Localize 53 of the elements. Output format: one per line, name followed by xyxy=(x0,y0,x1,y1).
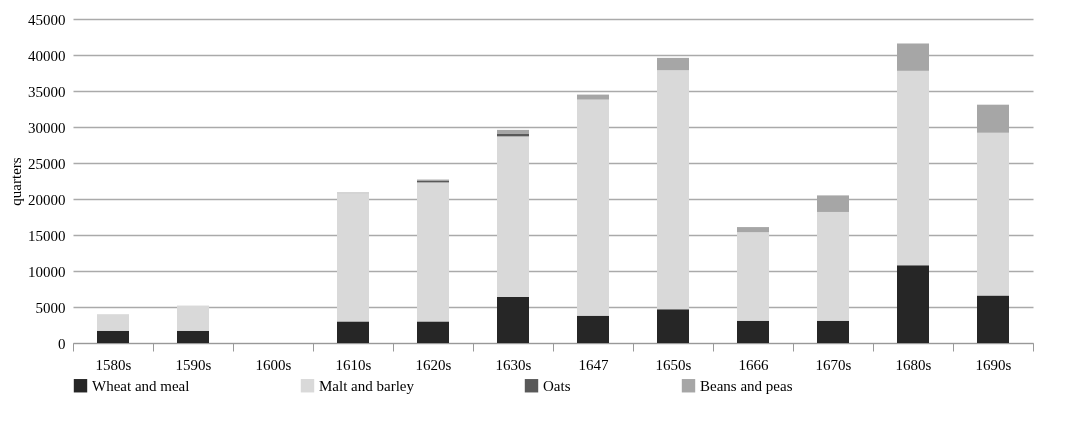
bar xyxy=(897,70,929,266)
y-tick-label: 15000 xyxy=(28,227,66,244)
bar xyxy=(817,320,849,343)
legend-label: Oats xyxy=(543,377,571,394)
bar xyxy=(577,94,609,100)
bar xyxy=(97,314,129,331)
legend-label: Beans and peas xyxy=(700,377,793,394)
x-tick-label: 1680s xyxy=(895,356,932,373)
bar xyxy=(657,309,689,343)
bar xyxy=(177,330,209,343)
bar xyxy=(577,315,609,343)
bar xyxy=(737,320,769,343)
x-tick-label: 1666 xyxy=(738,356,769,373)
y-tick-label: 5000 xyxy=(35,299,66,316)
x-tick-label: 1630s xyxy=(495,356,532,373)
bar xyxy=(657,57,689,71)
x-tick-label: 1647 xyxy=(578,356,609,373)
bar xyxy=(737,232,769,321)
bar xyxy=(177,305,209,331)
legend-label: Wheat and meal xyxy=(92,377,190,394)
x-tick-label: 1610s xyxy=(335,356,372,373)
x-tick-label: 1580s xyxy=(95,356,132,373)
bar xyxy=(897,265,929,343)
bar xyxy=(657,70,689,310)
y-tick-label: 40000 xyxy=(28,47,66,64)
y-tick-label: 20000 xyxy=(28,191,66,208)
bar xyxy=(977,132,1009,296)
x-tick-label: 1650s xyxy=(655,356,692,373)
x-tick-label: 1620s xyxy=(415,356,452,373)
y-tick-label: 30000 xyxy=(28,119,66,136)
bar xyxy=(417,321,449,343)
bar xyxy=(737,227,769,233)
x-tick-label: 1690s xyxy=(975,356,1012,373)
y-tick-label: 35000 xyxy=(28,83,66,100)
bar xyxy=(817,211,849,321)
bar xyxy=(337,321,369,343)
y-axis-title: quarters xyxy=(8,157,24,206)
legend-label: Malt and barley xyxy=(319,377,415,394)
bar xyxy=(97,330,129,343)
bar xyxy=(977,295,1009,343)
bar xyxy=(497,296,529,343)
bar xyxy=(497,133,529,137)
y-tick-label: 25000 xyxy=(28,155,66,172)
bar xyxy=(577,99,609,316)
y-tick-label: 10000 xyxy=(28,263,66,280)
y-tick-label: 0 xyxy=(58,335,66,352)
bar xyxy=(497,136,529,297)
x-tick-label: 1590s xyxy=(175,356,212,373)
bar xyxy=(417,182,449,322)
y-tick-label: 45000 xyxy=(28,11,66,28)
bar xyxy=(337,193,369,322)
x-tick-label: 1670s xyxy=(815,356,852,373)
x-tick-label: 1600s xyxy=(255,356,292,373)
